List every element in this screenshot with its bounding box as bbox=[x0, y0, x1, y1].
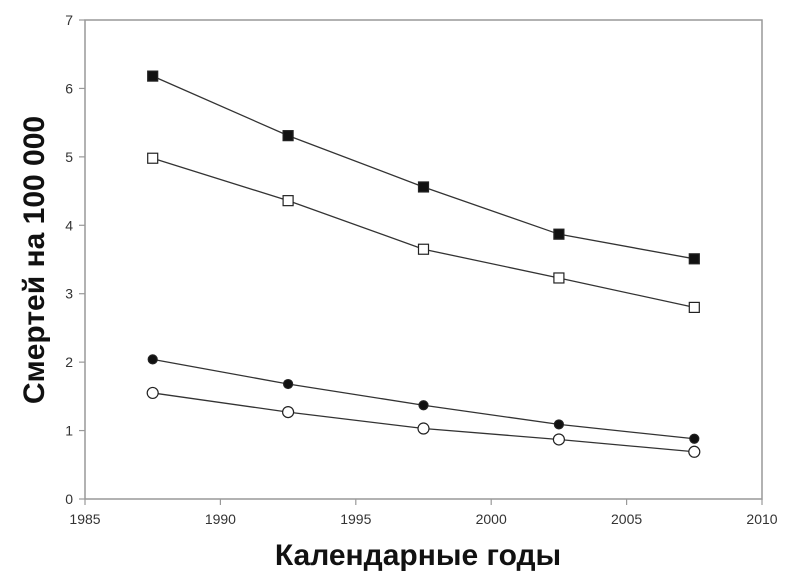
y-tick-label: 2 bbox=[65, 354, 73, 370]
series-1 bbox=[147, 70, 700, 265]
data-point bbox=[553, 419, 565, 430]
data-point bbox=[689, 433, 700, 444]
data-point bbox=[146, 386, 159, 400]
y-tick-label: 6 bbox=[65, 80, 73, 96]
plot-border bbox=[84, 19, 763, 500]
series-line bbox=[152, 75, 695, 260]
x-tick-label: 2000 bbox=[476, 511, 507, 527]
data-point bbox=[688, 445, 701, 458]
series-2 bbox=[147, 152, 700, 313]
data-point bbox=[688, 301, 700, 313]
x-tick-label: 1985 bbox=[69, 511, 100, 527]
data-point bbox=[418, 400, 429, 411]
data-point bbox=[417, 422, 430, 435]
data-point bbox=[282, 405, 295, 419]
data-point bbox=[147, 70, 159, 82]
series-line bbox=[152, 157, 695, 309]
x-axis: 1985 1990 1995 2000 2005 2010 bbox=[69, 499, 778, 527]
x-tick-label: 2005 bbox=[611, 511, 642, 527]
y-tick-label: 5 bbox=[65, 149, 73, 165]
data-point bbox=[417, 243, 430, 255]
x-tick-label: 1995 bbox=[340, 511, 371, 527]
data-point bbox=[417, 181, 430, 193]
y-tick-label: 4 bbox=[65, 217, 73, 233]
data-point bbox=[688, 253, 700, 265]
y-tick-label: 1 bbox=[65, 423, 73, 439]
y-axis-title: Смертей на 100 000 bbox=[18, 116, 51, 404]
y-tick-label: 3 bbox=[65, 286, 73, 302]
x-axis-title: Календарные годы bbox=[275, 539, 561, 572]
x-tick-label: 1990 bbox=[205, 511, 236, 527]
series-3 bbox=[147, 354, 700, 444]
data-point bbox=[553, 272, 565, 284]
data-point bbox=[282, 130, 294, 142]
data-point bbox=[283, 378, 294, 390]
series-layer bbox=[146, 70, 701, 458]
data-point bbox=[147, 152, 159, 164]
data-point bbox=[553, 228, 565, 240]
y-axis: 0 1 2 3 4 5 6 7 bbox=[65, 12, 85, 507]
data-point bbox=[282, 195, 294, 207]
x-tick-label: 2010 bbox=[746, 511, 777, 527]
y-tick-label: 7 bbox=[65, 12, 73, 28]
data-point bbox=[552, 433, 566, 446]
series-4 bbox=[146, 386, 701, 458]
y-tick-label: 0 bbox=[65, 491, 73, 507]
data-point bbox=[147, 354, 158, 365]
plot-area bbox=[84, 19, 763, 500]
